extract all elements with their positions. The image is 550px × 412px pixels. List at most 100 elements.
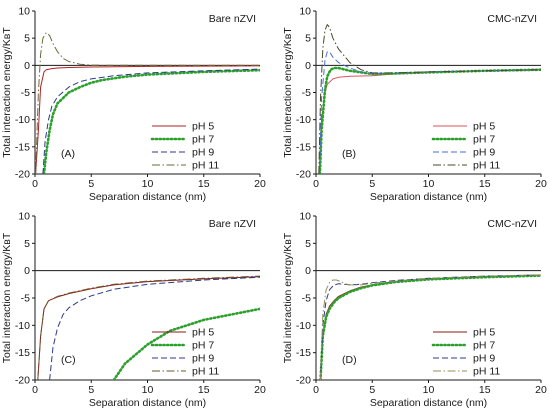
x-tick-label: 5 [88,384,94,396]
y-tick-label: 5 [305,33,311,45]
y-tick-label: 0 [305,265,311,277]
panel-letter: (B) [342,148,356,160]
series-line-ph-11 [318,24,541,174]
series-line-ph-7 [319,274,541,380]
legend-label: pH 5 [473,121,495,133]
legend-label: pH 9 [192,147,214,159]
legend-label: pH 9 [473,147,495,159]
y-tick-label: 0 [24,265,30,277]
y-axis-label: Total interaction energy/KʙT [282,27,294,158]
x-axis-label: Separation distance (nm) [370,397,487,409]
x-tick-label: 15 [198,178,210,190]
series-line-ph-11 [35,32,260,174]
x-tick-label: 20 [254,384,266,396]
y-tick-label: -20 [15,169,30,181]
y-tick-label: -15 [15,141,30,153]
y-tick-label: 5 [305,238,311,250]
panel-title: Bare nZVI [209,218,256,230]
x-tick-label: 10 [423,384,435,396]
x-tick-label: 0 [313,178,319,190]
chart-panel-2: -20 -15 -10 -5 0 5 10 0 5 10 15 20 Separation distan… [1,211,266,410]
y-axis-label: Total interaction energy/KʙT [282,232,294,363]
series-line-ph-9 [318,51,541,174]
panel-letter: (D) [342,354,357,366]
x-tick-label: 10 [423,178,435,190]
y-axis-label: Total interaction energy/KʙT [1,232,13,363]
legend-label: pH 11 [192,366,219,378]
legend-label: pH 5 [192,327,214,339]
legend-label: pH 7 [473,134,495,146]
series-line-ph-11 [37,275,260,380]
panel-letter: (A) [61,148,75,160]
legend-label: pH 9 [192,353,214,365]
series-line-ph-7 [42,68,260,174]
y-tick-label: 0 [305,60,311,72]
y-tick-label: -15 [15,347,30,359]
y-tick-label: -10 [15,114,30,126]
y-tick-label: 10 [299,6,311,18]
y-tick-label: -15 [296,347,311,359]
y-tick-label: -5 [21,87,30,99]
y-tick-label: -20 [296,169,311,181]
legend-label: pH 7 [473,340,495,352]
x-axis-label: Separation distance (nm) [89,397,206,409]
chart-panel-3: -20 -15 -10 -5 0 5 10 0 5 10 15 20 Separation distan… [282,211,547,410]
y-tick-label: 5 [24,33,30,45]
y-tick-label: -20 [15,375,30,387]
series-line-ph-9 [42,68,260,174]
legend-label: pH 5 [192,121,214,133]
y-tick-label: 10 [18,6,30,18]
x-tick-label: 5 [369,178,375,190]
legend-label: pH 9 [473,353,495,365]
y-tick-label: 10 [299,211,311,223]
panel-letter: (C) [61,354,76,366]
y-tick-label: -20 [296,375,311,387]
series-line-ph-9 [49,276,260,380]
plot-area [37,275,260,380]
x-tick-label: 20 [254,178,266,190]
y-tick-label: 5 [24,238,30,250]
x-tick-label: 0 [32,384,38,396]
series-line-ph-5 [35,65,260,174]
y-tick-label: 10 [18,211,30,223]
series-line-ph-7 [112,307,260,380]
legend-label: pH 11 [473,160,500,172]
y-axis-label: Total interaction energy/KʙT [1,27,13,158]
y-tick-label: -10 [296,320,311,332]
x-axis-label: Separation distance (nm) [370,191,487,203]
panel-title: CMC-nZVI [487,13,537,25]
x-tick-label: 10 [142,178,154,190]
legend-label: pH 11 [192,160,219,172]
x-tick-label: 5 [369,384,375,396]
y-tick-label: 0 [24,60,30,72]
x-tick-label: 0 [32,178,38,190]
y-tick-label: -5 [302,87,311,99]
y-tick-label: -10 [15,320,30,332]
x-tick-label: 15 [479,384,491,396]
x-tick-label: 10 [142,384,154,396]
x-tick-label: 15 [198,384,210,396]
legend-label: pH 7 [192,134,214,146]
x-tick-label: 20 [535,178,547,190]
plot-area [35,32,260,174]
x-tick-label: 0 [313,384,319,396]
y-tick-label: -15 [296,141,311,153]
y-tick-label: -10 [296,114,311,126]
x-tick-label: 15 [479,178,491,190]
legend-label: pH 7 [192,340,214,352]
x-axis-label: Separation distance (nm) [89,191,206,203]
plot-area [318,24,541,174]
series-line-ph-11 [320,274,541,380]
legend-label: pH 11 [473,366,500,378]
x-tick-label: 20 [535,384,547,396]
y-tick-label: -5 [21,293,30,305]
legend-label: pH 5 [473,327,495,339]
plot-area [319,274,541,380]
chart-panel-0: -20 -15 -10 -5 0 5 10 0 5 10 15 20 Separation distan… [1,6,266,204]
panel-title: Bare nZVI [209,13,256,25]
chart-panel-1: -20 -15 -10 -5 0 5 10 0 5 10 15 20 Separation distan… [282,6,547,204]
x-tick-label: 5 [88,178,94,190]
panel-title: CMC-nZVI [487,218,537,230]
y-tick-label: -5 [302,293,311,305]
